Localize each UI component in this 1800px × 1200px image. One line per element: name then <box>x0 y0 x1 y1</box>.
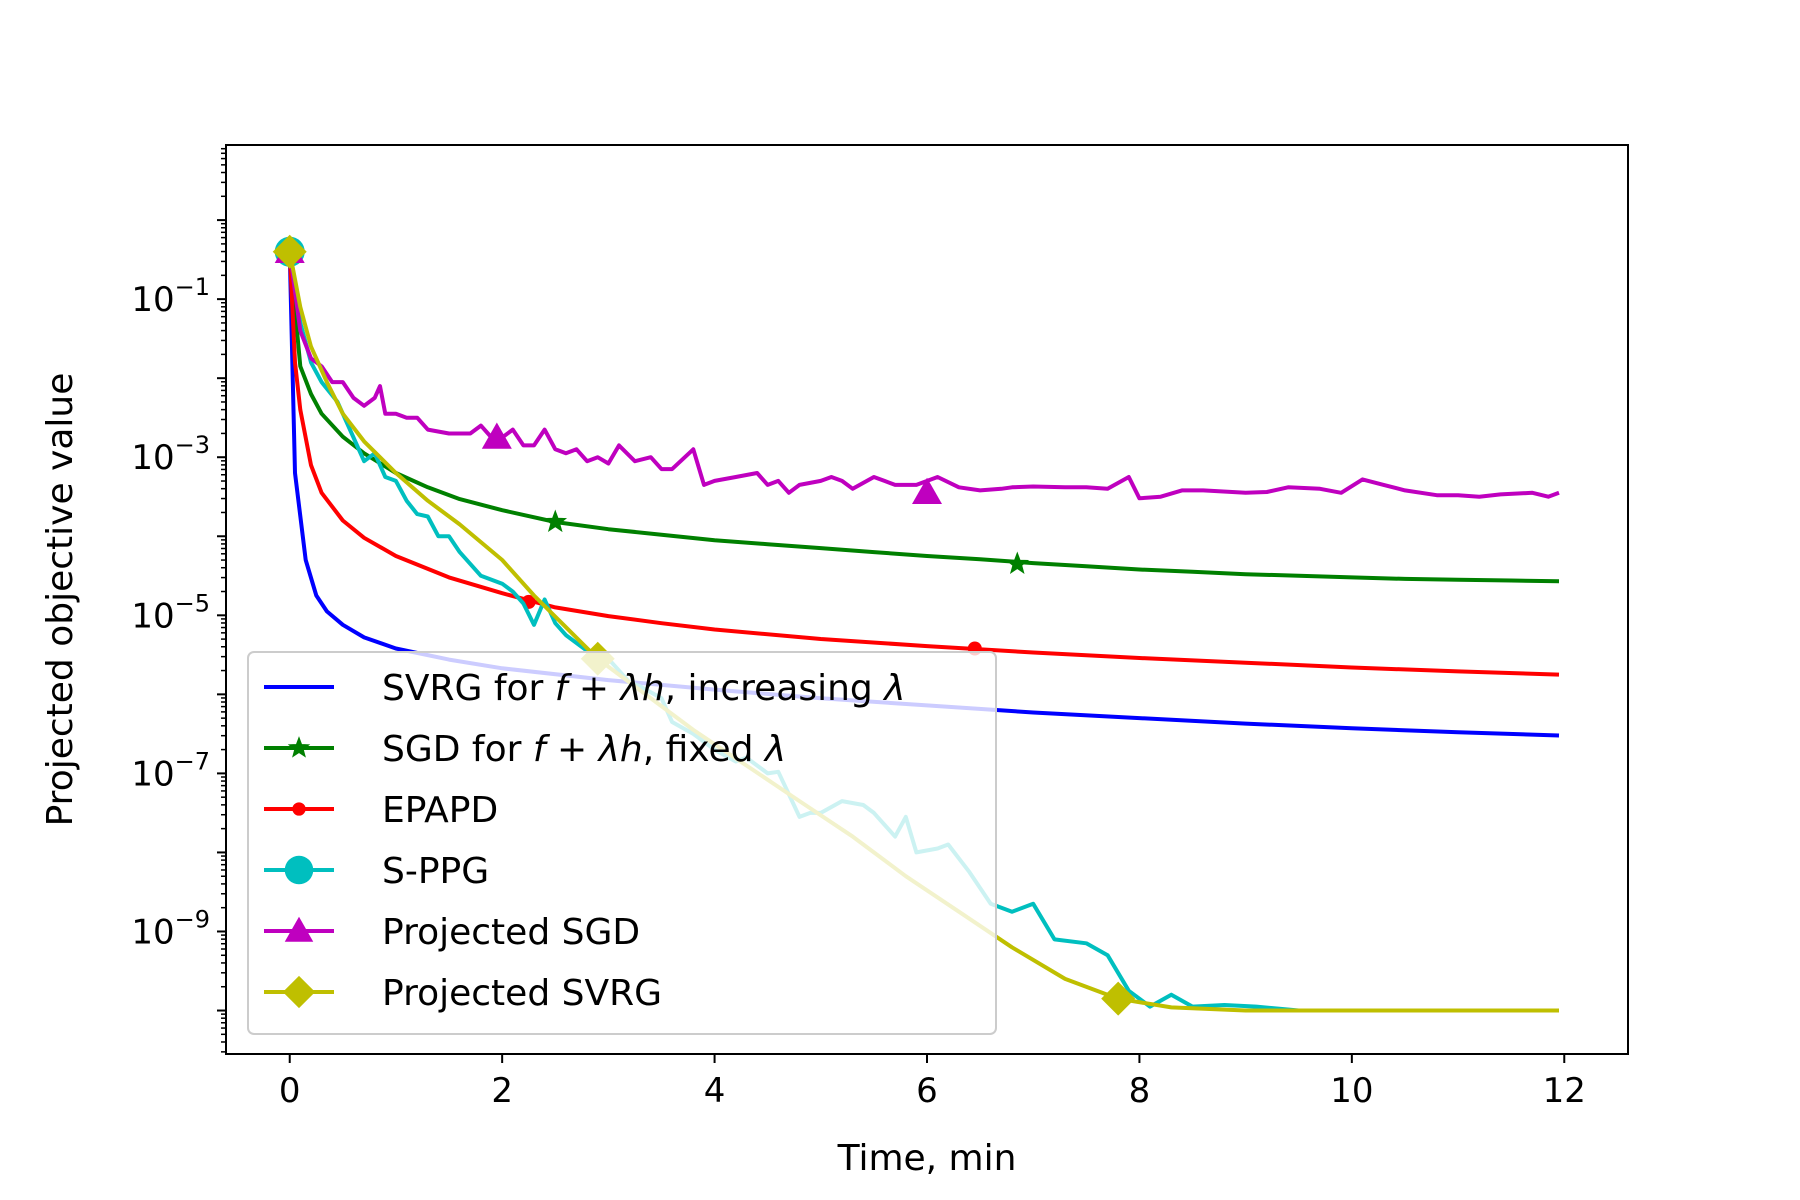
x-axis-label: Time, min <box>837 1138 1017 1179</box>
marker-star <box>1005 551 1030 574</box>
legend-item: EPAPD <box>264 790 498 831</box>
x-tick-label: 8 <box>1129 1071 1151 1111</box>
x-tick-label: 4 <box>704 1071 726 1111</box>
marker-star <box>287 736 311 758</box>
marker-dot <box>292 802 306 816</box>
x-tick-label: 10 <box>1330 1071 1373 1111</box>
marker-diamond <box>1101 981 1136 1016</box>
x-tick-label: 2 <box>491 1071 513 1111</box>
legend-box <box>247 651 997 1035</box>
marker-diamond <box>282 975 316 1009</box>
legend-label: EPAPD <box>382 790 498 831</box>
x-tick-label: 12 <box>1543 1071 1586 1111</box>
legend-item: Projected SGD <box>264 912 640 953</box>
marker-triangle <box>481 422 512 449</box>
legend-item: SGD for f + λh, fixed λ <box>264 729 786 770</box>
x-axis: 0 2 4 6 8 10 12 <box>279 1054 1586 1111</box>
legend-label: SVRG for f + λh, increasing λ <box>382 668 906 709</box>
y-tick-label: 10−9 <box>131 905 210 952</box>
legend-label: S-PPG <box>382 851 489 892</box>
y-tick-label: 10−5 <box>131 589 210 636</box>
legend-item: S-PPG <box>264 851 489 892</box>
legend-label: SGD for f + λh, fixed λ <box>382 729 786 770</box>
marker-circle <box>284 855 314 885</box>
marker-star <box>543 509 568 533</box>
legend-item: SVRG for f + λh, increasing λ <box>264 668 906 709</box>
legend-label: Projected SGD <box>382 912 640 953</box>
x-tick-label: 6 <box>916 1071 938 1111</box>
legend-item: Projected SVRG <box>264 973 662 1014</box>
legend-label: Projected SVRG <box>382 973 662 1014</box>
y-axis-label: Projected objective value <box>40 373 81 827</box>
marker-diamond <box>272 234 307 269</box>
series-layer <box>272 234 1560 1016</box>
y-tick-label: 10−3 <box>131 431 210 478</box>
legend: SVRG for f + λh, increasing λ SGD for f +… <box>247 651 997 1035</box>
y-tick-label: 10−7 <box>131 747 210 794</box>
y-tick-label: 10−1 <box>131 273 210 320</box>
y-axis: 10−1 10−3 10−5 10−7 10−9 <box>131 147 226 1053</box>
series-line <box>287 251 1560 677</box>
marker-triangle <box>912 477 942 505</box>
marker-triangle <box>284 916 314 942</box>
series-line <box>287 251 1560 501</box>
x-tick-label: 0 <box>279 1071 301 1111</box>
